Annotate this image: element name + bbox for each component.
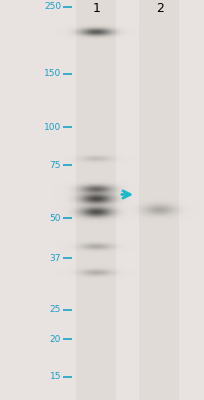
- Text: 25: 25: [49, 305, 61, 314]
- Text: 150: 150: [43, 70, 61, 78]
- Text: 250: 250: [44, 2, 61, 11]
- Text: 1: 1: [92, 2, 100, 14]
- Text: 75: 75: [49, 161, 61, 170]
- Text: 37: 37: [49, 254, 61, 263]
- Text: 20: 20: [49, 334, 61, 344]
- Text: 100: 100: [43, 123, 61, 132]
- Text: 50: 50: [49, 214, 61, 223]
- Text: 15: 15: [49, 372, 61, 382]
- Text: 2: 2: [155, 2, 163, 14]
